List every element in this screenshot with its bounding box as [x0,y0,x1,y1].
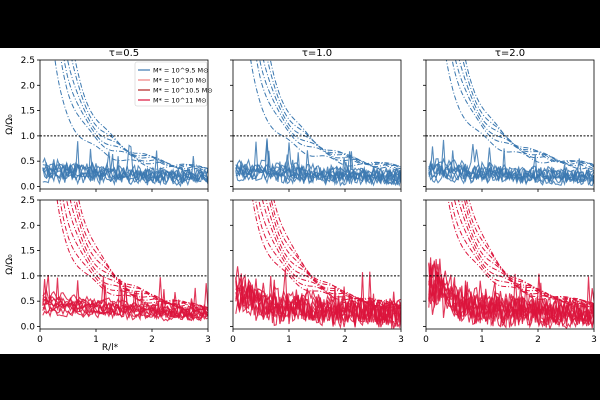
panel-1-1: 0 1 2 3 [230,199,404,345]
panel-frame [425,199,595,330]
solid-curve [235,266,401,324]
dashdot-curve [450,200,594,306]
panel-frame [232,59,402,190]
solid-curve [235,277,401,326]
dashdot-curve [270,200,401,309]
panel-frame [39,59,209,190]
y-tick-label: 2.5 [21,196,35,206]
y-tick-label: 2.5 [21,56,35,66]
dashdot-curve [60,60,208,171]
dashdot-curve [78,200,208,311]
dashdot-curve [266,60,401,171]
dashdot-curve [250,60,401,172]
panel-frame [425,59,595,190]
y-axis-label: Ω/Ω₀ [5,114,15,135]
solid-curve [428,139,594,180]
legend-label: M* = 10^10 M⊙ [153,77,207,85]
column-title: τ=2.0 [495,48,525,59]
dashdot-curve [445,60,594,170]
x-tick-label: 0 [423,335,429,345]
legend-label: M* = 10^10.5 M⊙ [153,87,213,95]
dashdot-curve [74,60,208,173]
dashdot-curve [258,200,401,307]
x-tick-label: 2 [342,335,348,345]
legend-label: M* = 10^9.5 M⊙ [153,67,209,75]
panel-1-0: 0 1 2 3 0.0 0.5 1.0 1.5 2.0 2.5 Ω/Ω₀ [5,196,211,345]
solid-curve [235,152,401,185]
panel-1-2: 0 1 2 3 [423,199,597,345]
plot-area [426,200,594,329]
solid-curve [428,262,594,328]
solid-curve [428,269,594,329]
panel-0-0: 0.0 0.5 1.0 1.5 2.0 2.5 τ=0.5 Ω/Ω₀ M* = 10^9.5 M… [5,48,213,192]
x-tick-label: 1 [479,335,485,345]
solid-curve [428,148,594,187]
solid-curve [42,170,208,188]
y-tick-label: 2.0 [21,221,36,231]
dashdot-curve [252,200,401,310]
y-tick-label: 2.0 [21,81,36,91]
y-tick-label: 1.0 [21,132,36,142]
dashdot-curve [56,200,208,312]
y-tick-label: 0.5 [21,297,35,307]
x-tick-label: 1 [93,335,99,345]
y-axis-label: Ω/Ω₀ [5,254,15,275]
panel-0-1: τ=1.0 [230,48,402,192]
plot-area [40,200,208,322]
legend-label: M* = 10^11 M⊙ [153,97,207,105]
dashdot-curve [54,60,208,175]
dashdot-curve [465,200,594,307]
dashdot-curve [451,60,594,167]
dashdot-curve [66,200,208,310]
column-title: τ=1.0 [302,48,332,59]
solid-curve [42,276,208,318]
solid-curve [42,290,208,322]
column-title: τ=0.5 [109,48,139,59]
solid-curve [428,150,594,185]
x-tick-label: 0 [230,335,236,345]
plot-area [233,60,401,187]
panel-frame [232,199,402,330]
dashdot-curve [454,200,594,305]
y-tick-label: 1.0 [21,272,36,282]
legend-box [134,61,208,107]
panel-frame [39,199,209,330]
y-tick-label: 1.5 [21,107,35,117]
x-tick-label: 2 [149,335,155,345]
solid-curve [42,153,208,185]
dashdot-curve [273,200,401,309]
y-tick-label: 0.0 [21,182,36,192]
y-tick-label: 1.5 [21,247,35,257]
dashdot-curve [455,60,594,166]
plot-area [233,200,401,329]
x-tick-label: 3 [205,335,211,345]
dashdot-curve [75,200,208,311]
solid-curve [428,267,594,328]
dashdot-curve [261,200,401,308]
x-tick-label: 1 [286,335,292,345]
plot-area [40,60,208,188]
plot-area [426,60,594,187]
dashdot-curve [259,60,401,168]
dashdot-curve [462,60,594,170]
y-tick-label: 0.0 [21,322,36,332]
x-tick-label: 3 [398,335,404,345]
y-tick-label: 0.5 [21,157,35,167]
solid-curve [235,272,401,329]
x-tick-label: 0 [37,335,43,345]
x-tick-label: 2 [535,335,541,345]
solid-curve [428,146,594,185]
panel-0-2: τ=2.0 [423,48,595,192]
dashdot-curve [447,200,594,307]
x-axis-label: R/l* [102,343,119,353]
x-tick-label: 3 [591,335,597,345]
panels: 0.0 0.5 1.0 1.5 2.0 2.5 τ=0.5 Ω/Ω₀ M* = 10^9.5 M… [5,48,597,353]
